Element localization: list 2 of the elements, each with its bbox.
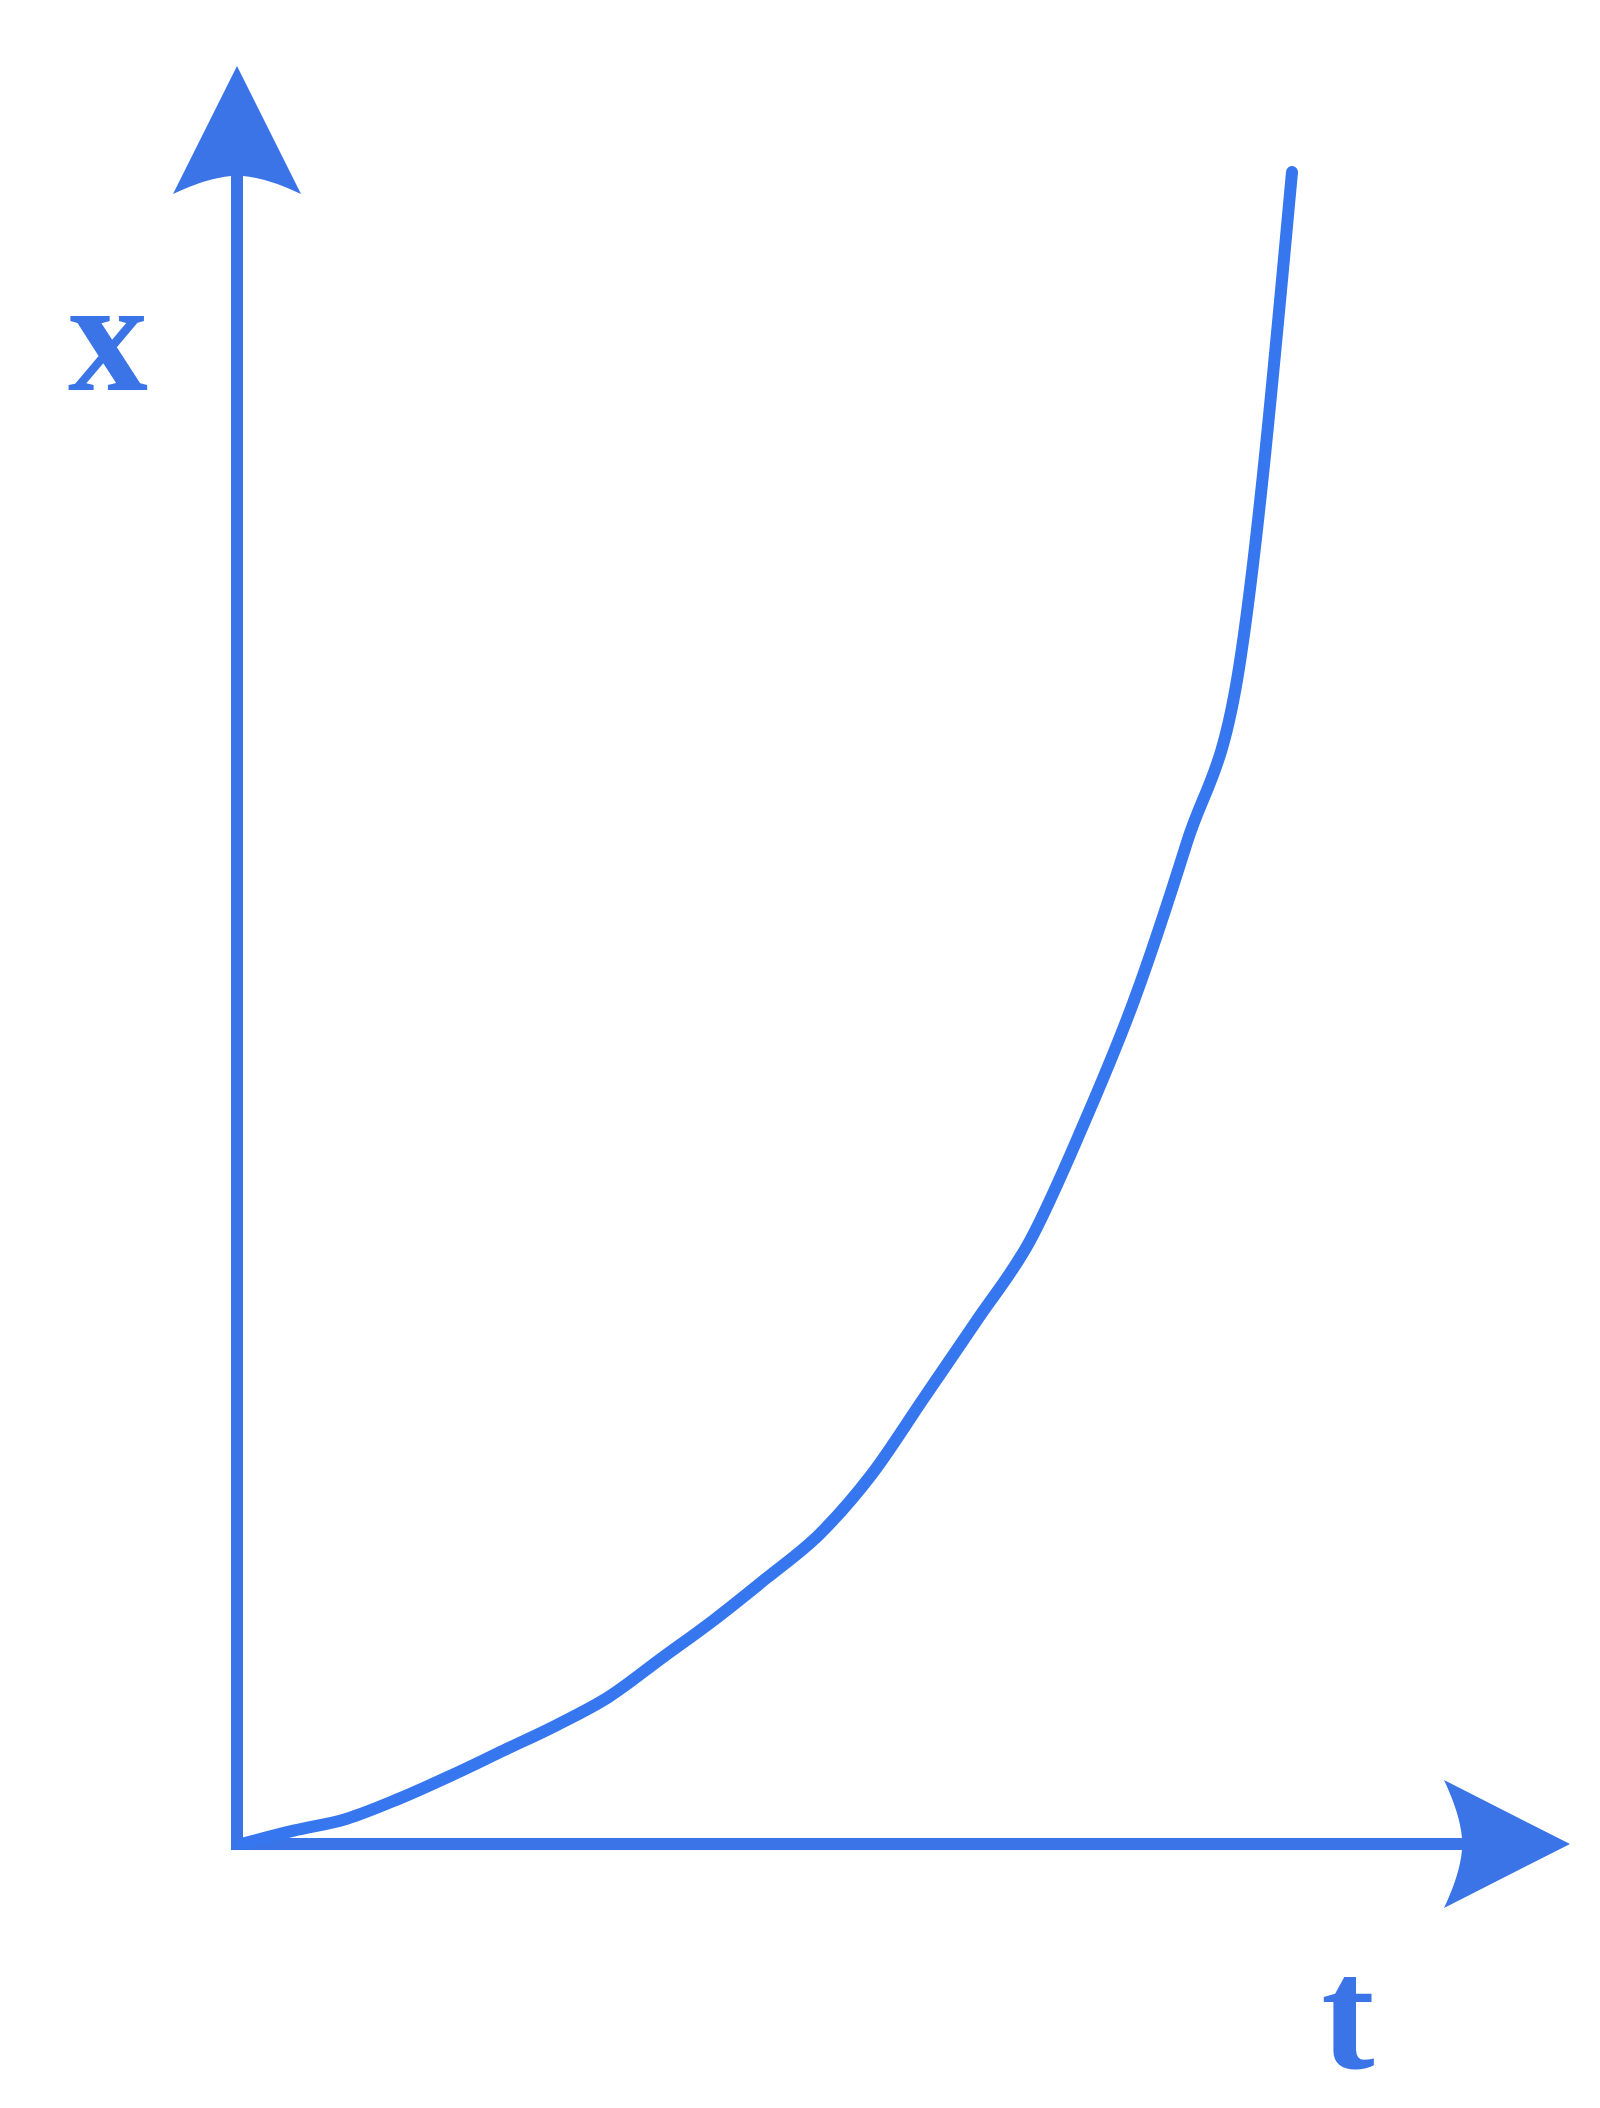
x-axis-title: t <box>1321 1925 1375 2103</box>
y-axis-title: x <box>68 247 148 425</box>
